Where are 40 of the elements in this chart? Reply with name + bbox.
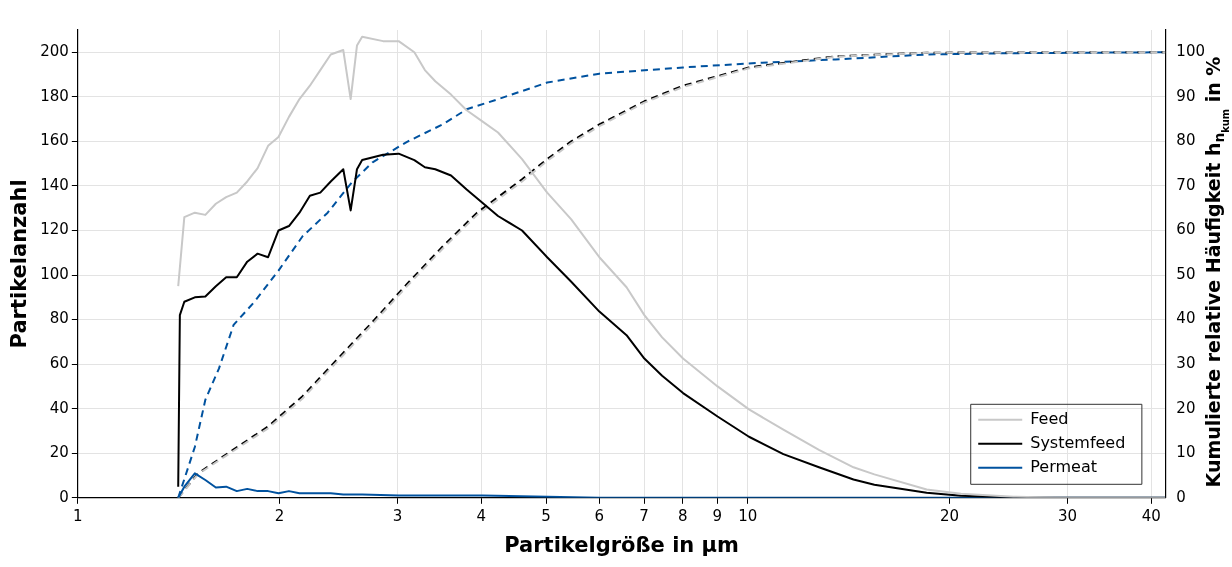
y-tick-label: 60	[49, 354, 69, 373]
y2-tick-label: 20	[1176, 398, 1196, 417]
legend-label: Permeat	[1030, 456, 1097, 476]
legend-label: Feed	[1030, 408, 1069, 428]
y2-tick-label: 50	[1176, 264, 1196, 283]
x-tick-label: 6	[594, 506, 604, 525]
x-tick-label: 20	[939, 506, 960, 525]
y-tick-label: 100	[40, 264, 69, 283]
y-tick-label: 120	[40, 220, 69, 239]
y-tick-label: 180	[40, 86, 69, 105]
x-tick-label: 3	[392, 506, 403, 525]
y2-tick-label: 80	[1176, 131, 1196, 150]
x-tick-label: 7	[639, 506, 649, 525]
y2-tick-label: 90	[1176, 86, 1196, 105]
x-tick-label: 2	[274, 506, 285, 525]
y2-tick-label: 100	[1176, 42, 1206, 61]
x-tick-label: 10	[738, 506, 758, 525]
y2-tick-label: 30	[1176, 354, 1196, 373]
x-tick-label: 8	[678, 506, 688, 525]
x-tick-label: 40	[1141, 506, 1161, 525]
y2-tick-label: 70	[1176, 175, 1196, 194]
x-tick-label: 5	[541, 506, 551, 525]
y-tick-label: 140	[40, 175, 69, 194]
legend-label: Systemfeed	[1030, 432, 1126, 452]
x-tick-label: 30	[1057, 506, 1078, 525]
y-tick-label: 40	[49, 398, 69, 417]
y-tick-label: 0	[59, 487, 69, 506]
y2-tick-label: 40	[1176, 309, 1196, 328]
y-tick-label: 160	[40, 131, 69, 150]
y-tick-label: 200	[40, 42, 69, 61]
y2-tick-label: 0	[1176, 487, 1186, 506]
y-tick-label: 20	[49, 443, 69, 462]
x-tick-label: 4	[476, 506, 486, 525]
y-axis-title: Partikelanzahl	[7, 179, 32, 349]
x-tick-label: 9	[712, 506, 722, 525]
y2-tick-label: 10	[1176, 443, 1196, 462]
y-tick-label: 80	[49, 309, 69, 328]
x-tick-label: 1	[73, 506, 83, 525]
x-axis-title: Partikelgröße in µm	[504, 532, 739, 557]
y2-tick-label: 60	[1176, 220, 1196, 239]
